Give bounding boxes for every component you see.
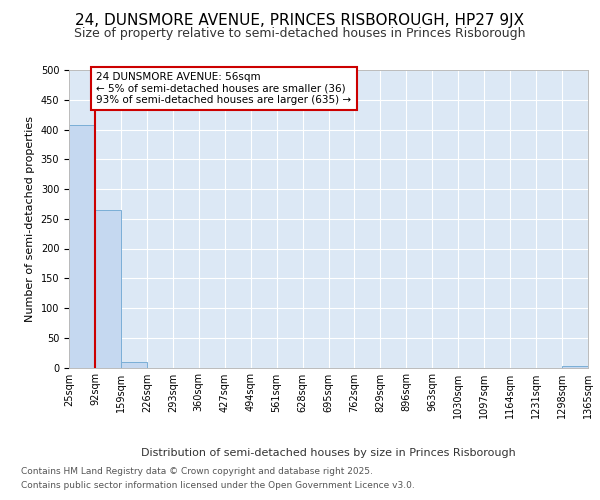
Bar <box>562 366 588 368</box>
Text: Size of property relative to semi-detached houses in Princes Risborough: Size of property relative to semi-detach… <box>74 28 526 40</box>
Y-axis label: Number of semi-detached properties: Number of semi-detached properties <box>25 116 35 322</box>
Text: Contains HM Land Registry data © Crown copyright and database right 2025.: Contains HM Land Registry data © Crown c… <box>21 467 373 476</box>
Text: Contains public sector information licensed under the Open Government Licence v3: Contains public sector information licen… <box>21 481 415 490</box>
Text: Distribution of semi-detached houses by size in Princes Risborough: Distribution of semi-detached houses by … <box>142 448 516 458</box>
Bar <box>121 362 147 368</box>
Text: 24 DUNSMORE AVENUE: 56sqm
← 5% of semi-detached houses are smaller (36)
93% of s: 24 DUNSMORE AVENUE: 56sqm ← 5% of semi-d… <box>96 72 352 105</box>
Bar <box>95 210 121 368</box>
Text: 24, DUNSMORE AVENUE, PRINCES RISBOROUGH, HP27 9JX: 24, DUNSMORE AVENUE, PRINCES RISBOROUGH,… <box>76 12 524 28</box>
Bar <box>69 124 95 368</box>
